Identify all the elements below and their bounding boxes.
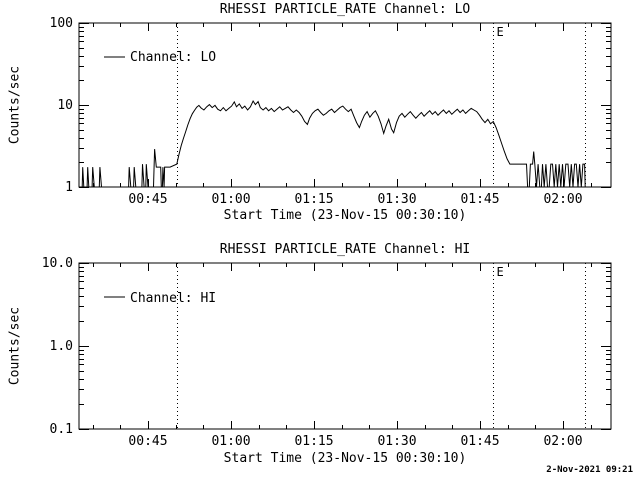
y-tick-label: 0.1 [50, 422, 73, 437]
y-tick-label: 1.0 [50, 339, 73, 354]
event-line-label: E [497, 25, 504, 39]
legend-label-hi: Channel: HI [130, 291, 217, 306]
plot-frame [78, 262, 612, 430]
y-axis-title-hi: Counts/sec [7, 306, 23, 386]
legend-label-lo: Channel: LO [130, 50, 217, 65]
x-tick-label: 00:45 [128, 192, 167, 207]
y-tick-label: 10 [57, 98, 73, 113]
x-axis-title-hi: Start Time (23-Nov-15 00:30:10) [223, 451, 467, 466]
plot-timestamp: 2-Nov-2021 09:21 [546, 465, 633, 475]
x-axis-title-lo: Start Time (23-Nov-15 00:30:10) [223, 208, 467, 223]
x-tick-label: 02:00 [543, 192, 582, 207]
y-tick-label: 1 [65, 180, 73, 195]
x-tick-label: 01:30 [377, 434, 416, 449]
series-line [79, 99, 586, 188]
plot-frame [78, 22, 612, 188]
y-axis-title-lo: Counts/sec [7, 65, 23, 145]
x-tick-label: 00:45 [128, 434, 167, 449]
y-tick-label: 10.0 [42, 256, 73, 271]
x-tick-label: 01:00 [211, 192, 250, 207]
chart-title-hi: RHESSI PARTICLE_RATE Channel: HI [219, 242, 471, 257]
x-tick-label: 01:30 [377, 192, 416, 207]
chart-title-lo: RHESSI PARTICLE_RATE Channel: LO [219, 2, 471, 17]
x-tick-label: 01:45 [460, 192, 499, 207]
x-tick-label: 01:00 [211, 434, 250, 449]
x-tick-label: 01:45 [460, 434, 499, 449]
chart-panel-lo: 00:45 01:00 01:15 01:30 01:45 02:00 1 10 100 E [50, 16, 612, 207]
chart-panel-hi: 00:45 01:00 01:15 01:30 01:45 02:00 0.1 1.0 10.0… [42, 256, 612, 449]
x-tick-label: 01:15 [294, 434, 333, 449]
event-line-label: E [497, 265, 504, 279]
x-tick-label: 01:15 [294, 192, 333, 207]
y-tick-label: 100 [50, 16, 73, 31]
x-tick-label: 02:00 [543, 434, 582, 449]
